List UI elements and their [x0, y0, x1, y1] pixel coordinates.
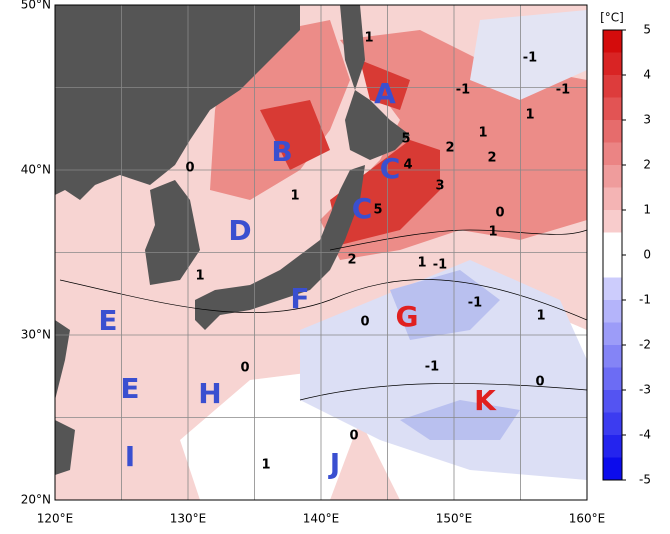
- lat-label: 30°N: [21, 328, 51, 342]
- contour-label: 0: [240, 361, 249, 376]
- region-label: J: [328, 447, 340, 480]
- contour-label: 0: [535, 375, 544, 390]
- colorbar-band: [603, 367, 622, 390]
- colorbar-band: [603, 52, 622, 75]
- region-label: A: [374, 77, 396, 110]
- land: [55, 5, 410, 475]
- lat-label: 50°N: [21, 0, 51, 12]
- contour-label: 1: [536, 309, 545, 324]
- colorbar-tick-label: -4: [639, 428, 651, 442]
- colorbar-tick-label: -1: [639, 293, 651, 307]
- colorbar-band: [603, 232, 622, 255]
- contours: [59, 229, 587, 401]
- colorbar-band: [603, 277, 622, 300]
- lon-label: 130°E: [170, 512, 207, 526]
- map-area: [55, 5, 587, 500]
- contour-label: 1: [478, 126, 487, 141]
- cool-north: [470, 10, 587, 100]
- region-label: F: [290, 282, 309, 315]
- contour-label: 2: [487, 151, 496, 166]
- colorbar-band: [603, 457, 622, 480]
- colorbar-band: [603, 187, 622, 210]
- contour-label: -1: [425, 360, 439, 375]
- contour-label: -1: [456, 83, 470, 98]
- colorbar-tick-label: 5: [643, 23, 651, 37]
- region-label: K: [474, 384, 497, 417]
- colorbar-band: [603, 120, 622, 143]
- colorbar-band: [603, 75, 622, 98]
- contour-label: 0: [185, 161, 194, 176]
- region-label: C: [352, 192, 373, 225]
- region-label: C: [380, 152, 401, 185]
- colorbar-band: [603, 322, 622, 345]
- colorbar-tick-label: 1: [643, 203, 651, 217]
- contour-label: 1: [195, 269, 204, 284]
- colorbar-tick-label: 4: [643, 68, 651, 82]
- lat-label: 40°N: [21, 163, 51, 177]
- region-label: E: [120, 372, 139, 405]
- lon-label: 140°E: [303, 512, 340, 526]
- colorbar-tick-label: -5: [639, 473, 651, 487]
- cool-area: [300, 260, 587, 480]
- lon-label: 150°E: [436, 512, 473, 526]
- contour-label: -1: [468, 296, 482, 311]
- colorbar-band: [603, 255, 622, 278]
- warm-core: [260, 60, 440, 245]
- contour-label: 2: [445, 141, 454, 156]
- contour-label: -1: [433, 258, 447, 273]
- contour-label: 1: [417, 256, 426, 271]
- contour-label: 2: [347, 253, 356, 268]
- graticule: [55, 5, 587, 500]
- region-label: G: [396, 300, 419, 333]
- contour-label: 1: [364, 31, 373, 46]
- contour-label: -1: [523, 51, 537, 66]
- contour-label: 3: [435, 179, 444, 194]
- contour-label: 1: [525, 108, 534, 123]
- colorbar-tick-label: 2: [643, 158, 651, 172]
- colorbar-band: [603, 300, 622, 323]
- contour-label: -1: [556, 83, 570, 98]
- labels: 120°E 130°E 140°E 150°E 160°E 50°N 40°N 30°N 20°…: [21, 0, 651, 526]
- colorbar-band: [603, 390, 622, 413]
- lon-label: 160°E: [569, 512, 606, 526]
- colorbar-band: [603, 30, 622, 53]
- lat-label: 20°N: [21, 493, 51, 507]
- region-label: B: [271, 135, 292, 168]
- cool-core: [390, 270, 520, 440]
- colorbar-tick-label: -3: [639, 383, 651, 397]
- region-label: E: [98, 304, 117, 337]
- contour-label: 1: [261, 458, 270, 473]
- map-frame: [54, 4, 588, 501]
- region-label: H: [198, 377, 221, 410]
- colorbar-band: [603, 142, 622, 165]
- colorbar-band: [603, 165, 622, 188]
- contour-label: 0: [495, 206, 504, 221]
- contour-label: 1: [290, 189, 299, 204]
- region-label: D: [228, 214, 251, 247]
- lon-label: 120°E: [37, 512, 74, 526]
- colorbar-band: [603, 412, 622, 435]
- colorbar-tick-label: 0: [643, 248, 651, 262]
- contour-label: 5: [373, 203, 382, 218]
- contour-label: 0: [360, 315, 369, 330]
- colorbar-tick-label: -2: [639, 338, 651, 352]
- contour-label: 5: [401, 132, 410, 147]
- contour-label: 4: [403, 158, 412, 173]
- contour-label: 1: [488, 225, 497, 240]
- colorbar-band: [603, 345, 622, 368]
- colorbar-band: [603, 97, 622, 120]
- colorbar-band: [603, 210, 622, 233]
- region-label: I: [125, 440, 135, 473]
- contour-label: 0: [349, 429, 358, 444]
- colorbar-unit: [°C]: [600, 11, 624, 25]
- colorbar-tick-label: 3: [643, 113, 651, 127]
- colorbar-band: [603, 435, 622, 458]
